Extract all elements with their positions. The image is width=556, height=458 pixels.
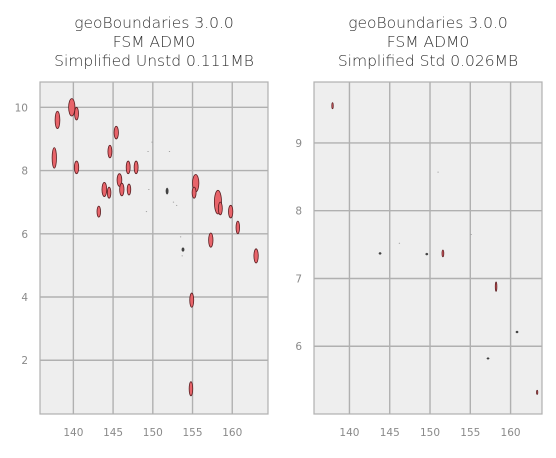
x-tick-label: 150 — [143, 427, 163, 439]
map-title-line-3: Simplified Std 0.026MB — [338, 52, 518, 70]
island-shape-14 — [126, 183, 132, 196]
island-shape-23 — [253, 248, 259, 264]
island-shape-7 — [515, 330, 519, 334]
map-title-line-2: FSM ADM0 — [113, 33, 196, 51]
y-tick-label: 8 — [21, 166, 28, 178]
plot-area — [39, 81, 269, 415]
y-tick-label: 6 — [21, 229, 28, 241]
island-shape-24 — [189, 292, 195, 308]
island-shape-5 — [378, 252, 382, 255]
island-shape-15 — [96, 205, 101, 218]
x-tick-label: 155 — [460, 427, 480, 439]
island-shape-33 — [175, 204, 178, 206]
island-shape-13 — [133, 160, 139, 175]
x-tick-label: 145 — [103, 427, 123, 439]
island-shape-20 — [228, 204, 234, 219]
island-shape-11 — [470, 233, 472, 235]
island-shape-10 — [437, 171, 439, 173]
x-tick-label: 155 — [183, 427, 203, 439]
island-shape-2 — [74, 106, 79, 121]
y-tick-label: 6 — [295, 341, 302, 353]
island-shape-3 — [494, 281, 498, 292]
y-tick-label: 4 — [21, 292, 28, 304]
island-shape-21 — [235, 220, 240, 235]
island-shape-31 — [148, 189, 150, 191]
island-shape-11 — [119, 182, 125, 197]
island-shape-4 — [51, 147, 57, 169]
island-shape-28 — [147, 151, 149, 153]
plot-area — [313, 81, 543, 415]
x-tick-label: 140 — [63, 427, 83, 439]
y-tick-label: 2 — [21, 355, 28, 367]
island-shape-9 — [106, 186, 112, 199]
island-shape-3 — [54, 110, 61, 130]
y-tick-label: 9 — [295, 138, 302, 150]
island-shape-12 — [125, 160, 131, 175]
island-shape-30 — [168, 151, 171, 153]
island-shape-26 — [165, 187, 169, 195]
x-tick-label: 145 — [380, 427, 400, 439]
x-tick-label: 160 — [501, 427, 521, 439]
island-shape-22 — [208, 232, 214, 248]
y-tick-label: 7 — [295, 273, 302, 285]
x-tick-label: 160 — [222, 427, 242, 439]
island-shape-34 — [145, 211, 148, 213]
island-shape-29 — [151, 141, 153, 143]
island-shape-8 — [101, 181, 108, 198]
island-shape-6 — [425, 252, 429, 256]
map-title-line-1: geoBoundaries 3.0.0 — [348, 14, 508, 32]
island-shape-1 — [331, 102, 334, 110]
map-title-line-3: Simplified Unstd 0.111MB — [54, 52, 254, 70]
x-tick-label: 150 — [420, 427, 440, 439]
island-shape-27 — [181, 247, 185, 252]
x-tick-label: 140 — [339, 427, 359, 439]
island-shape-2 — [441, 249, 445, 258]
island-shape-17 — [191, 186, 197, 199]
island-shape-32 — [172, 201, 175, 203]
island-shape-9 — [398, 242, 401, 244]
map-title-line-1: geoBoundaries 3.0.0 — [74, 14, 234, 32]
island-shape-1 — [68, 98, 76, 117]
island-shape-19 — [217, 201, 223, 216]
island-shape-25 — [188, 381, 194, 397]
map-title-line-2: FSM ADM0 — [387, 33, 470, 51]
island-shape-7 — [107, 144, 113, 159]
island-shape-36 — [181, 255, 183, 257]
island-shape-35 — [179, 236, 182, 238]
island-shape-6 — [113, 125, 119, 140]
island-shape-4 — [536, 389, 539, 395]
island-shape-5 — [73, 160, 80, 175]
y-tick-label: 8 — [295, 206, 302, 218]
island-shape-8 — [486, 357, 490, 360]
y-tick-label: 10 — [15, 102, 28, 114]
